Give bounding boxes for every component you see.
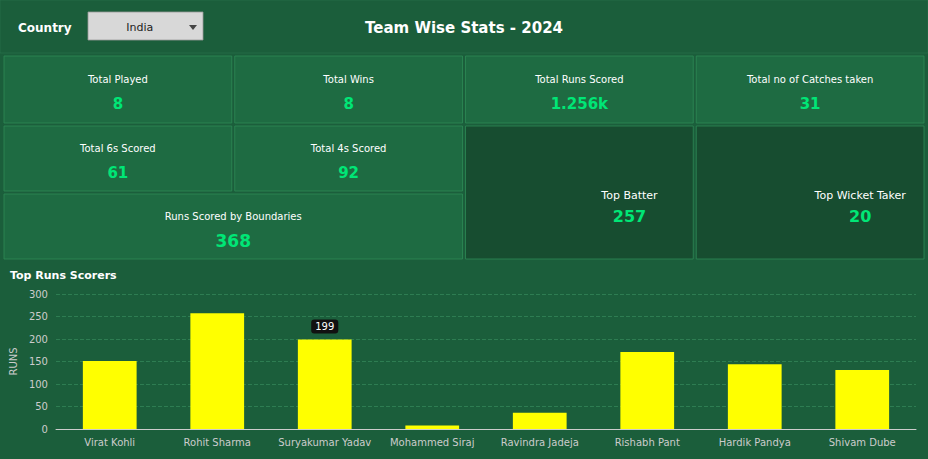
svg-text:Total no of Catches taken: Total no of Catches taken — [746, 74, 873, 85]
svg-text:Mohammed Siraj: Mohammed Siraj — [390, 437, 475, 448]
svg-text:300: 300 — [29, 289, 48, 300]
svg-text:RUNS: RUNS — [8, 347, 19, 375]
svg-text:Top Wicket Taker: Top Wicket Taker — [814, 189, 907, 202]
svg-text:Total Wins: Total Wins — [322, 74, 374, 85]
svg-text:8: 8 — [343, 95, 353, 113]
svg-text:Country: Country — [18, 21, 72, 35]
svg-text:61: 61 — [107, 164, 128, 182]
svg-text:200: 200 — [29, 334, 48, 345]
svg-text:Total 4s Scored: Total 4s Scored — [310, 143, 387, 154]
svg-text:Total 6s Scored: Total 6s Scored — [79, 143, 156, 154]
svg-text:Rohit Sharma: Rohit Sharma — [184, 437, 251, 448]
svg-text:150: 150 — [29, 356, 48, 367]
svg-text:Ravindra Jadeja: Ravindra Jadeja — [501, 437, 579, 448]
svg-text:Hardik Pandya: Hardik Pandya — [719, 437, 791, 448]
svg-text:Virat Kohli: Virat Kohli — [84, 437, 135, 448]
svg-text:Top Batter: Top Batter — [600, 189, 658, 202]
svg-text:368: 368 — [216, 231, 252, 251]
svg-text:Team Wise Stats - 2024: Team Wise Stats - 2024 — [365, 19, 563, 37]
svg-text:Total Played: Total Played — [87, 74, 148, 85]
svg-text:Shivam Dube: Shivam Dube — [829, 437, 896, 448]
svg-text:Suryakumar Yadav: Suryakumar Yadav — [278, 437, 371, 448]
svg-text:250: 250 — [29, 311, 48, 322]
svg-text:92: 92 — [338, 164, 359, 182]
svg-text:199: 199 — [315, 321, 334, 332]
svg-text:India: India — [126, 21, 153, 34]
svg-text:Rishabh Pant: Rishabh Pant — [615, 437, 680, 448]
svg-text:100: 100 — [29, 379, 48, 390]
svg-text:Runs Scored by Boundaries: Runs Scored by Boundaries — [165, 211, 302, 222]
svg-text:Top Runs Scorers: Top Runs Scorers — [10, 269, 117, 282]
svg-text:1.256k: 1.256k — [551, 95, 609, 113]
svg-text:20: 20 — [849, 207, 871, 226]
svg-text:31: 31 — [800, 95, 821, 113]
svg-text:Total Runs Scored: Total Runs Scored — [534, 74, 623, 85]
svg-text:8: 8 — [113, 95, 123, 113]
svg-text:0: 0 — [42, 424, 48, 435]
svg-text:50: 50 — [35, 401, 48, 412]
svg-text:257: 257 — [613, 207, 646, 226]
